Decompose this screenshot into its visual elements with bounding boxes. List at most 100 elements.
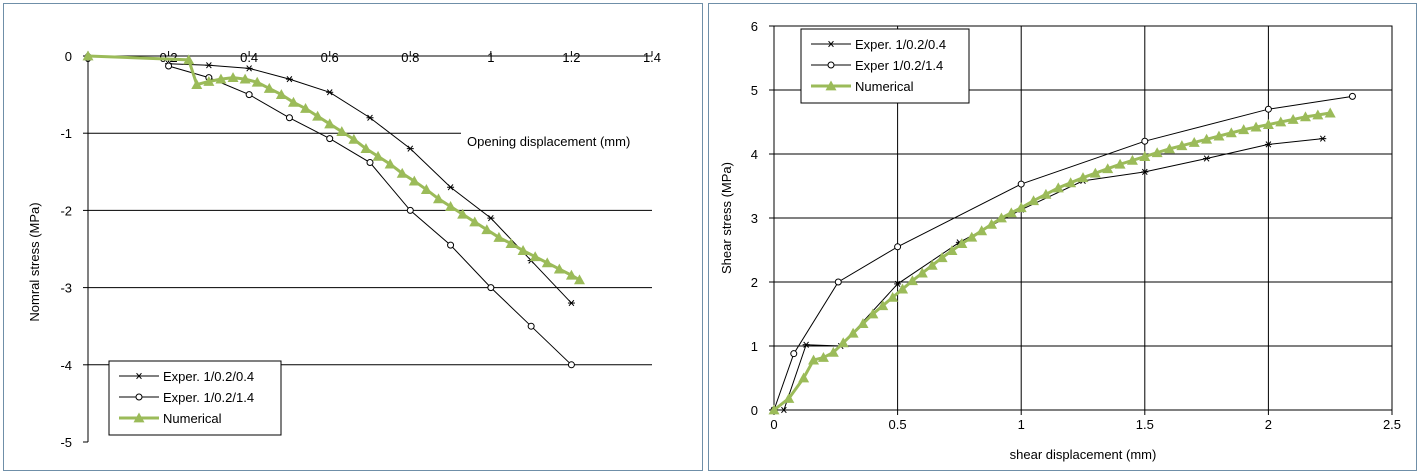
data-point <box>894 243 902 251</box>
data-point <box>1225 127 1237 138</box>
series-line <box>168 65 572 366</box>
data-point <box>1275 116 1287 127</box>
y-tick-label: 6 <box>751 19 758 34</box>
data-point <box>1141 137 1149 145</box>
legend-entry: Exper. 1/0.2/1.4 <box>163 390 254 405</box>
data-point <box>790 350 798 358</box>
x-tick-label: 0.8 <box>401 50 419 65</box>
data-point <box>798 372 810 383</box>
data-point <box>956 238 968 248</box>
x-tick-label: 1.5 <box>1136 417 1154 432</box>
legend-entry: Numerical <box>855 79 914 94</box>
data-point <box>227 72 239 83</box>
series-line <box>774 138 1323 411</box>
data-point <box>366 114 374 121</box>
data-point <box>432 193 444 204</box>
data-point <box>1201 133 1213 144</box>
data-point <box>1017 180 1025 188</box>
x-tick-label: 2 <box>1265 417 1272 432</box>
legend: Exper. 1/0.2/0.4 Exper 1/0.2/1.4 Numerical <box>800 28 970 104</box>
data-point <box>1250 121 1262 132</box>
data-point <box>877 300 889 311</box>
y-tick-label: 0 <box>751 403 758 418</box>
data-point <box>205 62 213 69</box>
x-tick-label: 0 <box>770 417 777 432</box>
data-point <box>1164 143 1176 154</box>
data-point <box>573 274 585 285</box>
data-point <box>783 392 795 403</box>
data-point <box>986 218 998 229</box>
data-point <box>1238 124 1250 135</box>
data-point <box>326 135 334 143</box>
data-point <box>1287 113 1299 124</box>
data-point <box>1065 177 1077 188</box>
y-tick-label: -2 <box>60 203 72 218</box>
data-point <box>457 208 469 219</box>
data-point <box>567 299 575 307</box>
x-axis-label: shear displacement (mm) <box>1010 447 1157 462</box>
legend-marker <box>133 412 145 423</box>
data-point <box>1264 105 1272 113</box>
y-axis-label: Nomral stress (MPa) <box>27 202 42 321</box>
data-point <box>1139 151 1151 161</box>
data-point <box>1028 195 1040 206</box>
data-point <box>565 269 577 280</box>
data-point <box>336 126 348 137</box>
data-point <box>1312 109 1324 120</box>
data-point <box>285 114 293 122</box>
data-point <box>529 251 541 262</box>
data-point <box>326 89 334 96</box>
data-point <box>847 327 859 338</box>
data-point <box>1213 130 1225 141</box>
data-point <box>1151 147 1163 158</box>
data-point <box>408 175 420 186</box>
x-tick-label: 1 <box>1018 417 1025 432</box>
data-point <box>372 150 384 161</box>
data-point <box>447 241 455 249</box>
data-point <box>1015 202 1027 213</box>
y-tick-label: 0 <box>65 49 72 64</box>
data-point <box>360 143 372 154</box>
data-point <box>481 224 493 235</box>
data-point <box>406 206 414 214</box>
y-tick-label: -4 <box>60 358 72 373</box>
data-point <box>348 133 360 144</box>
data-point <box>324 118 336 129</box>
data-point <box>1114 158 1126 169</box>
y-axis-label: Shear stress (MPa) <box>719 162 734 274</box>
series-asterisk <box>770 135 1327 414</box>
data-point <box>493 231 505 242</box>
data-point <box>1188 136 1200 147</box>
legend-marker <box>827 61 835 69</box>
data-point <box>1040 188 1052 199</box>
data-point <box>541 257 553 268</box>
y-tick-label: 3 <box>751 211 758 226</box>
x-axis-label-background <box>461 131 679 152</box>
data-point <box>300 102 312 113</box>
data-point <box>1203 155 1211 162</box>
data-point <box>287 96 299 107</box>
data-point <box>251 76 263 87</box>
series-circle <box>770 92 1356 414</box>
data-point <box>834 278 842 286</box>
data-point <box>827 346 839 357</box>
legend-entry: Exper. 1/0.2/0.4 <box>855 37 946 52</box>
data-point <box>203 75 215 86</box>
data-point <box>505 238 517 248</box>
data-point <box>215 73 227 84</box>
data-point <box>1126 154 1138 165</box>
series-line <box>87 54 581 282</box>
data-point <box>1141 168 1149 176</box>
shear-stress-chart: 0 1 2 3 4 5 6 0 0.5 1 1.5 2 2.5 shear displacement (m… <box>719 19 1401 462</box>
y-tick-label: 2 <box>751 275 758 290</box>
data-point <box>396 167 408 178</box>
data-point <box>1102 163 1114 174</box>
tick-labels: 0 1 2 3 4 5 6 0 0.5 1 1.5 2 2.5 <box>751 19 1401 432</box>
data-point <box>263 82 275 93</box>
data-point <box>906 275 918 286</box>
data-point <box>285 76 293 83</box>
legend-marker <box>135 372 143 380</box>
series-triangle <box>768 107 1336 415</box>
data-point <box>420 184 432 194</box>
